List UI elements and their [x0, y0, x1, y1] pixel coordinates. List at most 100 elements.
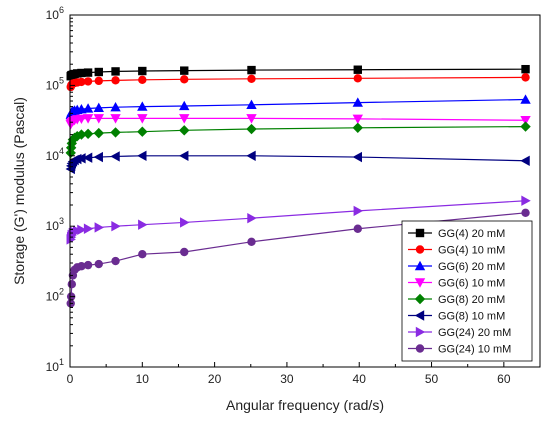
data-point — [247, 74, 256, 84]
data-point — [76, 129, 87, 140]
legend-label: GG(24) 10 mM — [438, 344, 511, 356]
x-axis: 0 10 20 30 40 50 60 — [67, 362, 511, 386]
data-point — [72, 130, 83, 142]
series-layer — [65, 64, 531, 308]
data-point — [353, 65, 362, 74]
data-point — [246, 114, 257, 124]
data-point — [138, 66, 147, 76]
legend-box — [401, 220, 533, 362]
y-tick-label: 104 — [46, 146, 64, 163]
data-point — [353, 205, 363, 217]
data-point — [65, 147, 76, 159]
y-tick-label: 103 — [46, 216, 64, 233]
data-point — [77, 262, 86, 271]
legend-item: GG(8) 20 mM — [408, 293, 505, 306]
series-3 — [65, 94, 531, 120]
legend-label: GG(4) 10 mM — [438, 245, 505, 257]
data-point — [137, 114, 148, 124]
series-1 — [66, 64, 530, 81]
x-tick-label: 60 — [497, 372, 511, 386]
data-point — [82, 152, 93, 163]
legend-marker — [415, 228, 425, 238]
legend-item: GG(6) 10 mM — [408, 278, 505, 290]
legend-marker — [415, 344, 425, 353]
data-point — [179, 100, 190, 111]
x-axis-title: Angular frequency (rad/s) — [226, 397, 384, 413]
legend-item: GG(24) 20 mM — [408, 326, 511, 339]
data-point — [246, 123, 257, 135]
series-line — [70, 117, 526, 125]
x-tick-label: 20 — [208, 372, 222, 386]
data-point — [83, 77, 93, 86]
legend-marker — [414, 278, 426, 288]
data-point — [93, 102, 104, 113]
y-tick-label: 106 — [46, 5, 64, 22]
legend-item: GG(24) 10 mM — [408, 344, 511, 356]
data-point — [137, 150, 147, 161]
data-point — [179, 125, 190, 136]
x-tick-label: 10 — [136, 372, 150, 386]
data-point — [179, 114, 190, 124]
plot-frame — [69, 14, 541, 368]
legend-marker — [415, 245, 425, 254]
data-point — [94, 259, 103, 269]
series-6 — [65, 150, 530, 175]
legend-item: GG(4) 10 mM — [408, 245, 505, 257]
series-line — [70, 98, 526, 116]
data-point — [520, 121, 531, 132]
data-point — [138, 219, 148, 230]
data-point — [82, 114, 94, 124]
data-point — [247, 237, 256, 247]
legend-item: GG(4) 20 mM — [408, 228, 505, 240]
data-point — [83, 260, 93, 270]
data-point — [72, 153, 82, 165]
y-axis-title: Storage (G') modulus (Pascal) — [11, 97, 27, 285]
data-point — [82, 103, 94, 113]
data-point — [110, 114, 121, 124]
data-point — [111, 256, 120, 266]
legend-marker — [415, 326, 426, 338]
data-point — [94, 67, 103, 77]
data-point — [352, 151, 362, 163]
series-2 — [66, 73, 530, 92]
data-point — [180, 66, 189, 75]
data-point — [520, 116, 531, 126]
legend-label: GG(24) 20 mM — [438, 327, 511, 339]
data-point — [246, 99, 257, 110]
data-point — [110, 102, 121, 112]
data-point — [76, 153, 86, 164]
data-point — [82, 128, 94, 140]
data-point — [137, 101, 148, 111]
legend-marker — [414, 260, 426, 271]
data-point — [77, 77, 86, 87]
legend-marker — [414, 310, 425, 321]
data-point — [111, 221, 121, 232]
data-point — [137, 126, 148, 137]
data-point — [521, 73, 530, 82]
data-point — [83, 223, 94, 234]
y-tick-label: 101 — [46, 357, 64, 374]
data-point — [67, 280, 77, 289]
data-point — [83, 68, 93, 77]
data-point — [110, 127, 121, 138]
y-tick-label: 102 — [46, 287, 64, 304]
data-point — [138, 250, 147, 259]
legend-marker — [414, 293, 426, 305]
data-point — [247, 212, 257, 224]
data-point — [521, 208, 530, 218]
x-tick-label: 40 — [353, 372, 367, 386]
data-point — [77, 224, 87, 235]
data-point — [352, 97, 363, 107]
x-tick-label: 50 — [425, 372, 439, 386]
data-point — [111, 76, 120, 85]
legend-label: GG(6) 10 mM — [438, 278, 505, 290]
data-point — [179, 150, 189, 161]
data-point — [94, 76, 103, 86]
data-point — [111, 67, 120, 76]
legend-label: GG(8) 20 mM — [438, 294, 505, 306]
x-tick-label: 0 — [67, 372, 74, 386]
data-point — [353, 224, 362, 233]
y-axis: 101 102 103 104 105 106 — [46, 5, 75, 374]
legend-label: GG(4) 20 mM — [438, 228, 505, 240]
y-tick-label: 105 — [46, 75, 64, 92]
